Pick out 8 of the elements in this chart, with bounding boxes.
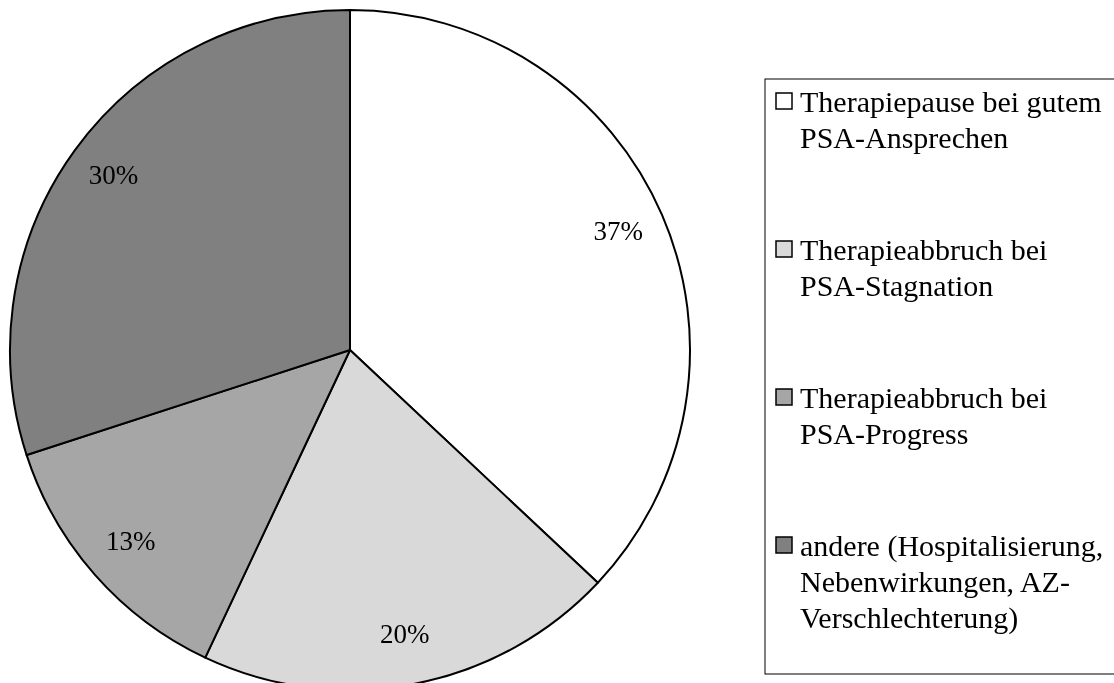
data-label: 13% xyxy=(105,525,156,556)
data-label: 20% xyxy=(380,619,430,650)
data-label: 37% xyxy=(593,216,644,247)
legend-label: Therapieabbruch bei PSA-Stagnation xyxy=(800,233,1048,302)
legend-label: Therapieabbruch bei PSA-Progress xyxy=(800,381,1048,450)
data-label: 30% xyxy=(88,160,139,191)
legend-label: andere (Hospitalisierung, Nebenwirkungen, AZ-Verschlechterung) xyxy=(800,529,1104,635)
legend-label: Therapiepause bei gutem PSA-Ansprechen xyxy=(800,85,1102,154)
